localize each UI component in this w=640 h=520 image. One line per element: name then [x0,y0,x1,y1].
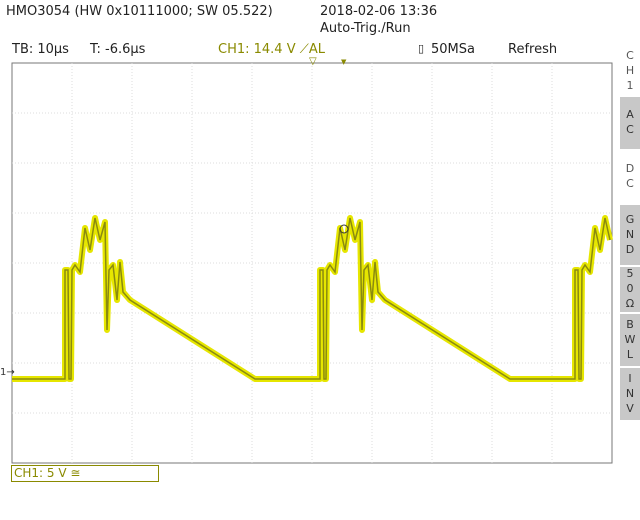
menu-button[interactable]: BWL [620,314,640,368]
menu-button[interactable]: GND [620,205,640,267]
datetime: 2018-02-06 13:36 [320,4,438,19]
menu-button[interactable]: 50Ω [620,267,640,314]
menu-button[interactable]: INV [620,368,640,422]
trigger-marker: ▼ [341,58,347,66]
grid [12,63,612,463]
channel-menu: CH1 [620,46,640,98]
memory-icon: ▯ [418,42,425,55]
waveform-trace [12,217,611,380]
ch1-marker: 1→ [0,367,15,378]
channel-setting: CH1: 14.4 V ⟋AL [218,42,325,57]
menu-button[interactable]: AC [620,97,640,151]
sample-rate: 50MSa [431,42,475,57]
channel-scale[interactable]: CH1: 5 V ≅ [11,465,159,482]
device-info: HMO3054 (HW 0x10111000; SW 05.522) [6,4,273,19]
menu-title: CH1 [620,46,640,98]
menu-button[interactable]: DC [620,151,640,205]
waveform-envelope [12,215,613,382]
trigger-time: T: -6.6µs [90,42,146,57]
grid-border [11,62,613,464]
cursor [339,224,349,234]
acq-mode[interactable]: Refresh [508,42,558,57]
trigger-pos: ▽ [309,56,317,67]
trigger-state: Auto-Trig./Run [320,21,411,36]
timebase: TB: 10µs [12,42,69,57]
menu-buttons: AC DC GND 50Ω BWL INV [620,97,640,422]
